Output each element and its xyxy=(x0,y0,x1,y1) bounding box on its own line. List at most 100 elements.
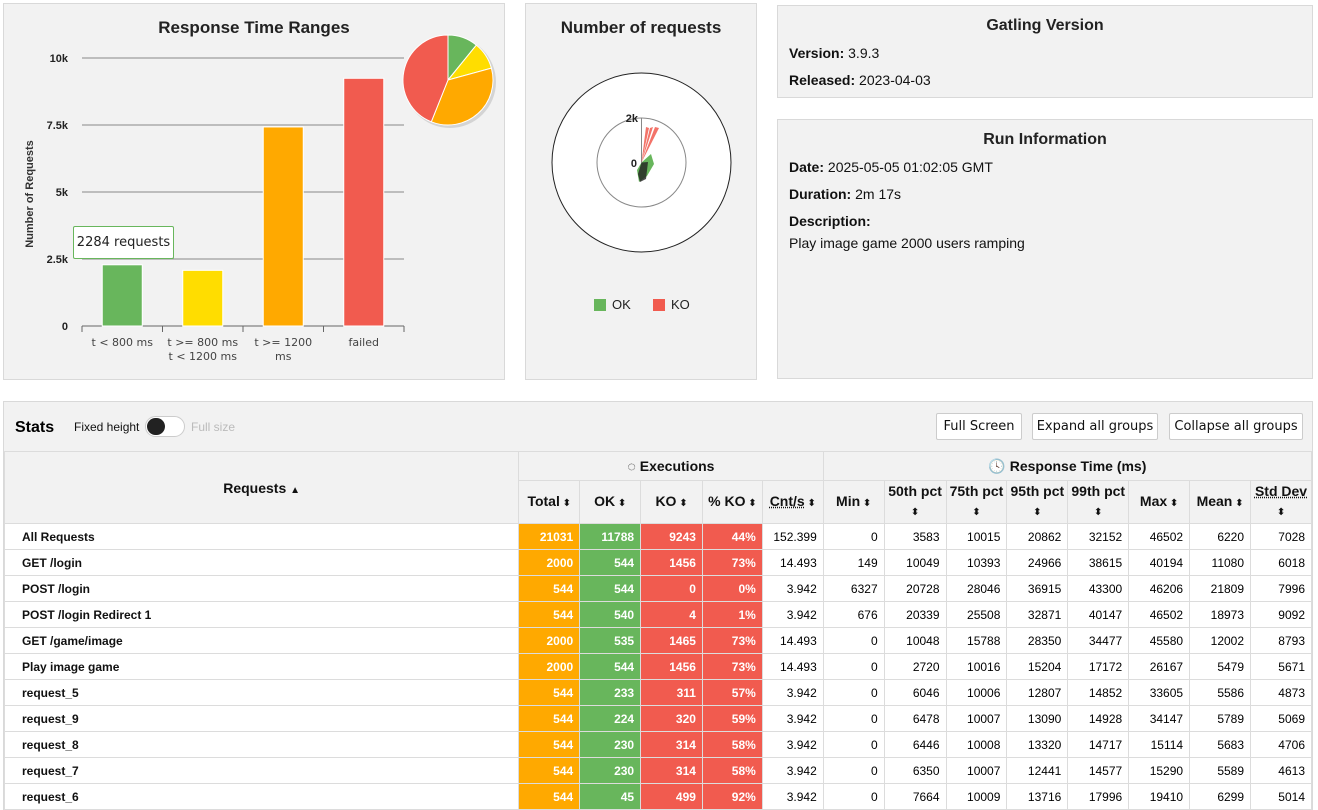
col-header-std-dev[interactable]: Std Dev ⬍ xyxy=(1250,480,1312,524)
total-cell: 544 xyxy=(518,575,581,602)
requests-header-label: Requests xyxy=(223,479,287,496)
stats-row[interactable]: request_8 544 230 314 58% 3.942 0 6446 10008 1332… xyxy=(3,731,1312,758)
stats-panel: Stats Fixed height Full size Full Screen… xyxy=(3,401,1313,810)
request-name: GET /game/image xyxy=(3,627,520,654)
pct-ko-cell: 58% xyxy=(701,757,763,784)
ko-cell: 314 xyxy=(640,757,703,784)
stats-row[interactable]: request_9 544 224 320 59% 3.942 0 6478 10007 1309… xyxy=(3,705,1312,732)
bar[interactable] xyxy=(343,77,385,327)
sort-icon: ⬍ xyxy=(1033,507,1042,518)
stat-cell: 11080 xyxy=(1189,549,1252,576)
stat-cell: 6327 xyxy=(822,575,885,602)
sort-icon: ⬍ xyxy=(972,507,981,518)
stat-cell: 24966 xyxy=(1006,549,1069,576)
stat-cell: 12807 xyxy=(1006,679,1069,706)
stat-cell: 38615 xyxy=(1067,549,1130,576)
col-header-p75[interactable]: 75th pct ⬍ xyxy=(945,480,1008,524)
height-toggle[interactable] xyxy=(145,416,185,437)
stat-cell: 15788 xyxy=(945,627,1008,654)
x-tick-label: t >= 1200 xyxy=(254,336,312,349)
stats-row[interactable]: request_5 544 233 311 57% 3.942 0 6046 10006 1280… xyxy=(3,679,1312,706)
stat-cell: 15290 xyxy=(1128,757,1191,784)
legend-ok-label: OK xyxy=(612,297,631,312)
legend-ok[interactable]: OK xyxy=(594,297,631,312)
stats-row[interactable]: Play image game 2000 544 1456 73% 14.493 0 2720… xyxy=(3,653,1312,680)
full-screen-button[interactable]: Full Screen xyxy=(936,413,1022,440)
stat-cell: 3.942 xyxy=(761,731,824,758)
stat-cell: 28046 xyxy=(945,575,1008,602)
expand-all-groups-button[interactable]: Expand all groups xyxy=(1032,413,1158,440)
stat-cell: 14577 xyxy=(1067,757,1130,784)
stats-row[interactable]: GET /game/image 2000 535 1465 73% 14.493 0 1004… xyxy=(3,627,1312,654)
stats-row[interactable]: GET /login 2000 544 1456 73% 14.493 149 10049 10… xyxy=(3,549,1312,576)
stat-cell: 3.942 xyxy=(761,575,824,602)
requests-column-header[interactable]: Requests ▲ xyxy=(3,451,520,524)
col-header-p99[interactable]: 99th pct ⬍ xyxy=(1067,480,1130,524)
ko-cell: 9243 xyxy=(640,523,703,550)
col-header-cnt-per-s[interactable]: Cnt/s ⬍ xyxy=(761,480,824,524)
number-of-requests-chart[interactable]: 2k 0 xyxy=(526,4,758,381)
legend-ko[interactable]: KO xyxy=(653,297,690,312)
col-header-ok[interactable]: OK ⬍ xyxy=(579,480,642,524)
request-name: request_9 xyxy=(3,705,520,732)
stat-cell: 19410 xyxy=(1128,783,1191,810)
stat-cell: 21809 xyxy=(1189,575,1252,602)
stats-row[interactable]: request_6 544 45 499 92% 3.942 0 7664 10009 13716… xyxy=(3,783,1312,810)
col-header-label: Mean xyxy=(1196,492,1233,509)
col-header-total[interactable]: Total ⬍ xyxy=(518,480,581,524)
executions-icon: ◌ xyxy=(627,458,636,474)
stat-cell: 15204 xyxy=(1006,653,1069,680)
col-header-ko[interactable]: KO ⬍ xyxy=(640,480,703,524)
response-time-ranges-title: Response Time Ranges xyxy=(158,18,350,37)
y-tick-label: 10k xyxy=(50,53,69,65)
request-name: POST /login xyxy=(3,575,520,602)
stat-cell: 13320 xyxy=(1006,731,1069,758)
bar[interactable] xyxy=(182,269,224,327)
stat-cell: 0 xyxy=(822,731,885,758)
col-header-pct-ko[interactable]: % KO ⬍ xyxy=(701,480,763,524)
polar-ko-spike xyxy=(641,127,653,163)
stats-row[interactable]: POST /login 544 544 0 0% 3.942 6327 20728 28046 3… xyxy=(3,575,1312,602)
pct-ko-cell: 1% xyxy=(701,601,763,628)
request-name: request_6 xyxy=(3,783,520,810)
col-header-label: Std Dev xyxy=(1254,483,1308,499)
request-name: Play image game xyxy=(3,653,520,680)
stat-cell: 10006 xyxy=(945,679,1008,706)
stats-row[interactable]: POST /login Redirect 1 544 540 4 1% 3.942 676 2… xyxy=(3,601,1312,628)
ok-cell: 544 xyxy=(579,549,642,576)
stat-cell: 10015 xyxy=(945,523,1008,550)
pie-slice[interactable] xyxy=(430,67,494,126)
date-value: 2025-05-05 01:02:05 GMT xyxy=(827,159,993,175)
ko-cell: 1456 xyxy=(640,549,703,576)
col-header-p50[interactable]: 50th pct ⬍ xyxy=(883,480,947,524)
stat-cell: 0 xyxy=(822,679,885,706)
col-header-min[interactable]: Min ⬍ xyxy=(822,480,885,524)
duration-label: Duration: xyxy=(789,186,852,202)
col-header-p95[interactable]: 95th pct ⬍ xyxy=(1006,480,1069,524)
col-header-mean[interactable]: Mean ⬍ xyxy=(1189,480,1252,524)
stat-cell: 3583 xyxy=(883,523,947,550)
stat-cell: 20728 xyxy=(883,575,947,602)
stat-cell: 46502 xyxy=(1128,601,1191,628)
collapse-all-groups-button[interactable]: Collapse all groups xyxy=(1169,413,1303,440)
col-header-max[interactable]: Max ⬍ xyxy=(1128,480,1191,524)
stat-cell: 7996 xyxy=(1250,575,1312,602)
response-time-ranges-chart[interactable]: 0 2.5k 5k 7.5k 10k Number of Requests t < 800 … xyxy=(4,4,506,381)
bar[interactable] xyxy=(262,126,304,327)
pie-slice[interactable] xyxy=(402,34,449,123)
bar[interactable] xyxy=(101,264,143,327)
y-tick-label: 5k xyxy=(56,187,69,199)
pct-ko-cell: 58% xyxy=(701,731,763,758)
sort-icon: ⬍ xyxy=(1094,507,1103,518)
polar-tick-label: 0 xyxy=(631,158,637,170)
total-cell: 544 xyxy=(518,731,581,758)
description-line: Description: xyxy=(789,213,871,229)
ko-cell: 1456 xyxy=(640,653,703,680)
stat-cell: 5586 xyxy=(1189,679,1252,706)
stats-row[interactable]: request_7 544 230 314 58% 3.942 0 6350 10007 1244… xyxy=(3,757,1312,784)
stat-cell: 6299 xyxy=(1189,783,1252,810)
ok-cell: 45 xyxy=(579,783,642,810)
stats-row[interactable]: All Requests 21031 11788 9243 44% 152.399 0 358… xyxy=(3,523,1312,550)
ko-cell: 311 xyxy=(640,679,703,706)
stat-cell: 20339 xyxy=(883,601,947,628)
